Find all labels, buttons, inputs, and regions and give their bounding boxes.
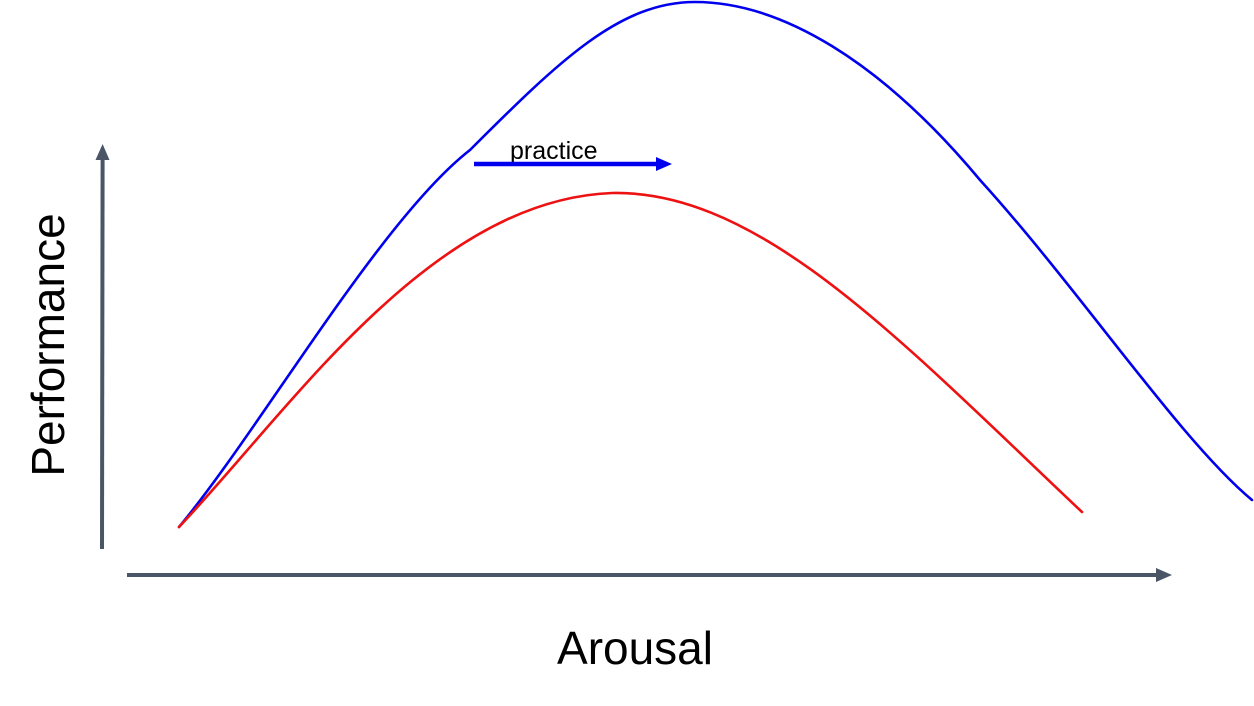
practice-arrow-head	[656, 157, 672, 171]
x-axis-label: Arousal	[557, 622, 713, 674]
curve-high-performance	[177, 0, 1254, 529]
y-axis	[95, 144, 110, 550]
y-axis-arrowhead	[95, 144, 110, 160]
y-axis-label: Performance	[22, 213, 74, 476]
x-axis	[127, 568, 1172, 582]
curve-low-performance	[177, 191, 1084, 529]
practice-annotation: practice	[474, 137, 672, 171]
x-axis-arrowhead	[1156, 568, 1172, 582]
practice-label: practice	[510, 137, 598, 165]
y-axis-line	[100, 157, 105, 550]
